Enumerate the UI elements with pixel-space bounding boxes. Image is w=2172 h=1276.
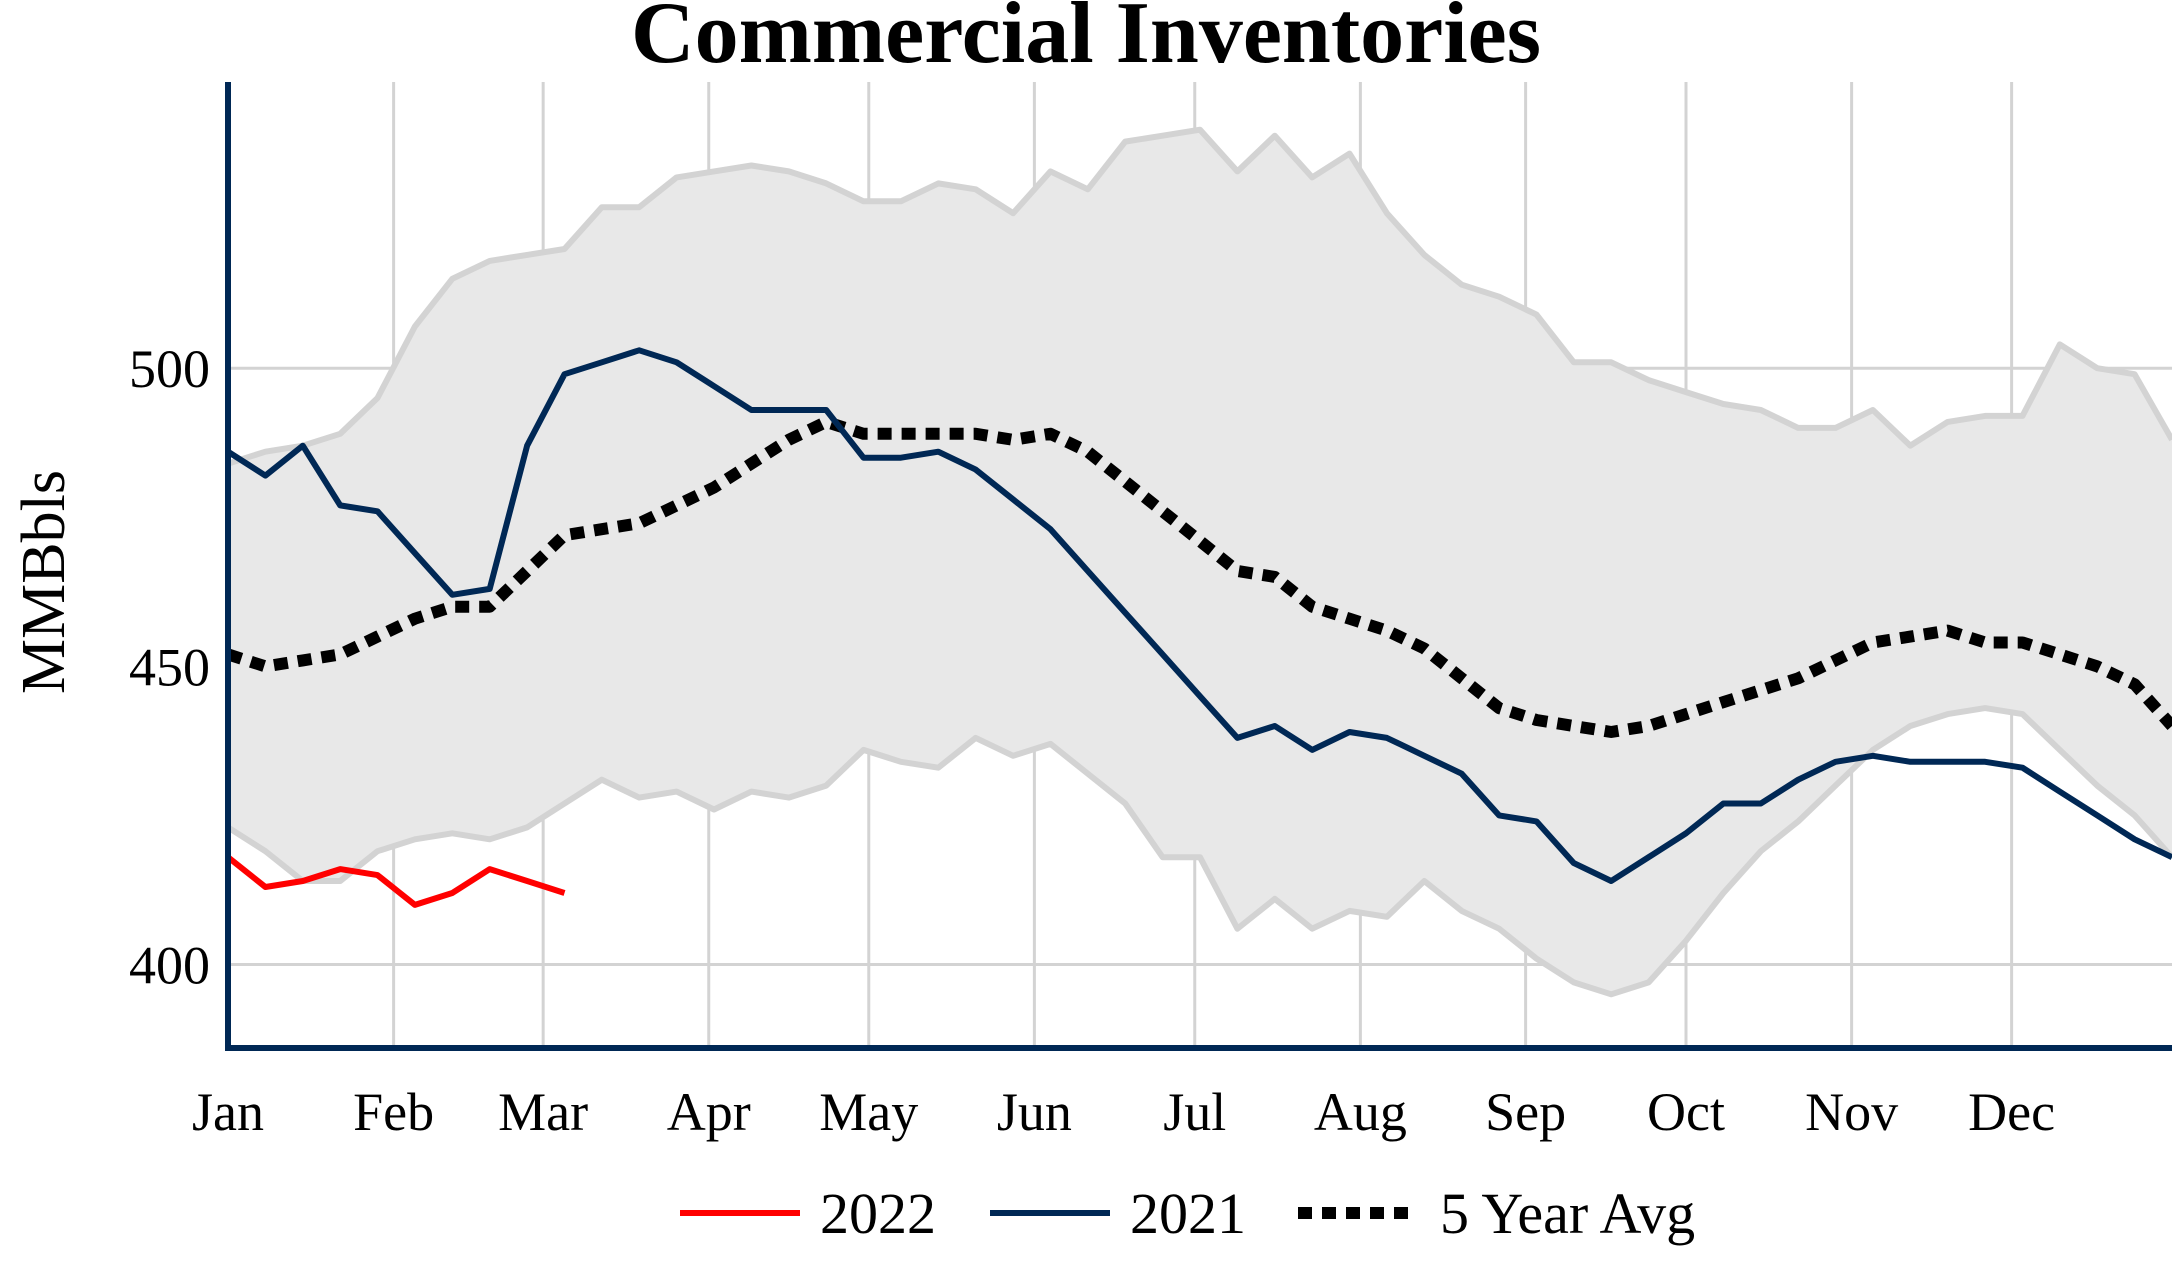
x-tick-label: Mar (498, 1082, 588, 1142)
chart: Commercial Inventories MMBbls 400 450 500 … (0, 0, 2172, 1276)
legend: 2022 2021 5 Year Avg (680, 1181, 1695, 1246)
chart-title: Commercial Inventories (631, 0, 1541, 82)
x-tick-label: Feb (353, 1082, 434, 1142)
legend-label: 2021 (1130, 1181, 1246, 1246)
legend-item-5-year-avg: 5 Year Avg (1298, 1181, 1695, 1246)
y-tick-label: 450 (129, 637, 210, 697)
x-tick-label: Apr (667, 1082, 751, 1142)
range-band (228, 130, 2172, 995)
x-tick-label: Nov (1805, 1082, 1898, 1142)
x-tick-label: Oct (1647, 1082, 1725, 1142)
y-tick-labels: 400 450 500 (129, 339, 210, 995)
legend-label: 2022 (820, 1181, 936, 1246)
x-tick-label: Sep (1485, 1082, 1566, 1142)
legend-item-2022: 2022 (680, 1181, 936, 1246)
range-band-area (228, 130, 2172, 995)
x-tick-label: May (819, 1082, 918, 1142)
x-tick-label: Jun (997, 1082, 1072, 1142)
x-tick-label: Aug (1314, 1082, 1407, 1142)
x-tick-labels: Jan Feb Mar Apr May Jun Jul Aug Sep Oct Nov Dec (192, 1082, 2055, 1142)
y-tick-label: 500 (129, 339, 210, 399)
y-axis-label: MMBbls (10, 470, 78, 694)
legend-item-2021: 2021 (990, 1181, 1246, 1246)
legend-label: 5 Year Avg (1440, 1181, 1695, 1246)
x-tick-label: Dec (1968, 1082, 2055, 1142)
x-tick-label: Jan (192, 1082, 264, 1142)
y-tick-label: 400 (129, 936, 210, 996)
x-tick-label: Jul (1163, 1082, 1226, 1142)
plot-area: 400 450 500 Jan Feb Mar Apr May Jun Jul Aug Sep Oct… (129, 82, 2172, 1142)
